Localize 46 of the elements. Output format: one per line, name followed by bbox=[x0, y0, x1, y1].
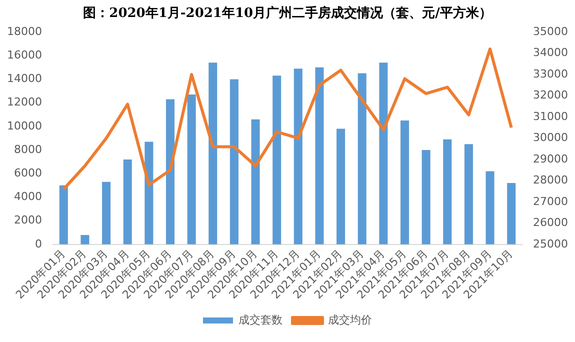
bar bbox=[59, 185, 68, 244]
legend-label: 成交均价 bbox=[328, 314, 372, 327]
y2-tick-label: 27000 bbox=[533, 194, 568, 208]
y-tick-label: 2000 bbox=[14, 214, 42, 227]
bar bbox=[80, 234, 90, 244]
chart-title: 图：2020年1月-2021年10月广州二手房成交情况（套、元/平方米） bbox=[82, 4, 493, 22]
y-tick-label: 16000 bbox=[6, 48, 42, 62]
bar bbox=[187, 94, 196, 244]
bar bbox=[400, 120, 410, 244]
bar bbox=[443, 139, 452, 244]
bar bbox=[230, 79, 238, 244]
bar bbox=[166, 99, 175, 244]
y-tick-label: 10000 bbox=[6, 119, 42, 132]
y2-tick-label: 28000 bbox=[533, 174, 568, 187]
bar bbox=[379, 62, 388, 244]
y2-tick-label: 34000 bbox=[533, 46, 568, 60]
bar bbox=[315, 67, 324, 244]
bar bbox=[486, 171, 494, 244]
y-tick-label: 12000 bbox=[6, 96, 42, 109]
bar bbox=[422, 150, 430, 244]
y2-tick-label: 25000 bbox=[533, 237, 568, 250]
y-tick-label: 6000 bbox=[14, 166, 42, 180]
bar bbox=[464, 144, 473, 244]
y2-tick-label: 32000 bbox=[533, 88, 568, 102]
y-tick-label: 4000 bbox=[14, 190, 42, 204]
bar bbox=[272, 76, 282, 244]
legend-label: 成交套数 bbox=[238, 314, 282, 327]
y2-tick-label: 31000 bbox=[533, 110, 568, 123]
bar bbox=[208, 62, 218, 244]
y2-tick-label: 26000 bbox=[533, 216, 568, 230]
bar bbox=[358, 73, 366, 244]
y-tick-label: 18000 bbox=[6, 24, 42, 38]
bar bbox=[507, 183, 516, 244]
y2-tick-label: 30000 bbox=[533, 131, 568, 144]
bar bbox=[144, 142, 154, 244]
y-tick-label: 14000 bbox=[6, 72, 42, 86]
y-tick-label: 8000 bbox=[14, 142, 42, 156]
y-tick-label: 0 bbox=[34, 237, 42, 250]
y2-tick-label: 35000 bbox=[533, 24, 568, 38]
bar bbox=[336, 128, 346, 244]
bar bbox=[123, 159, 132, 244]
y2-tick-label: 33000 bbox=[533, 67, 568, 80]
y2-tick-label: 29000 bbox=[533, 152, 568, 166]
bar bbox=[102, 182, 111, 244]
bar bbox=[251, 119, 260, 244]
bar bbox=[294, 68, 302, 244]
